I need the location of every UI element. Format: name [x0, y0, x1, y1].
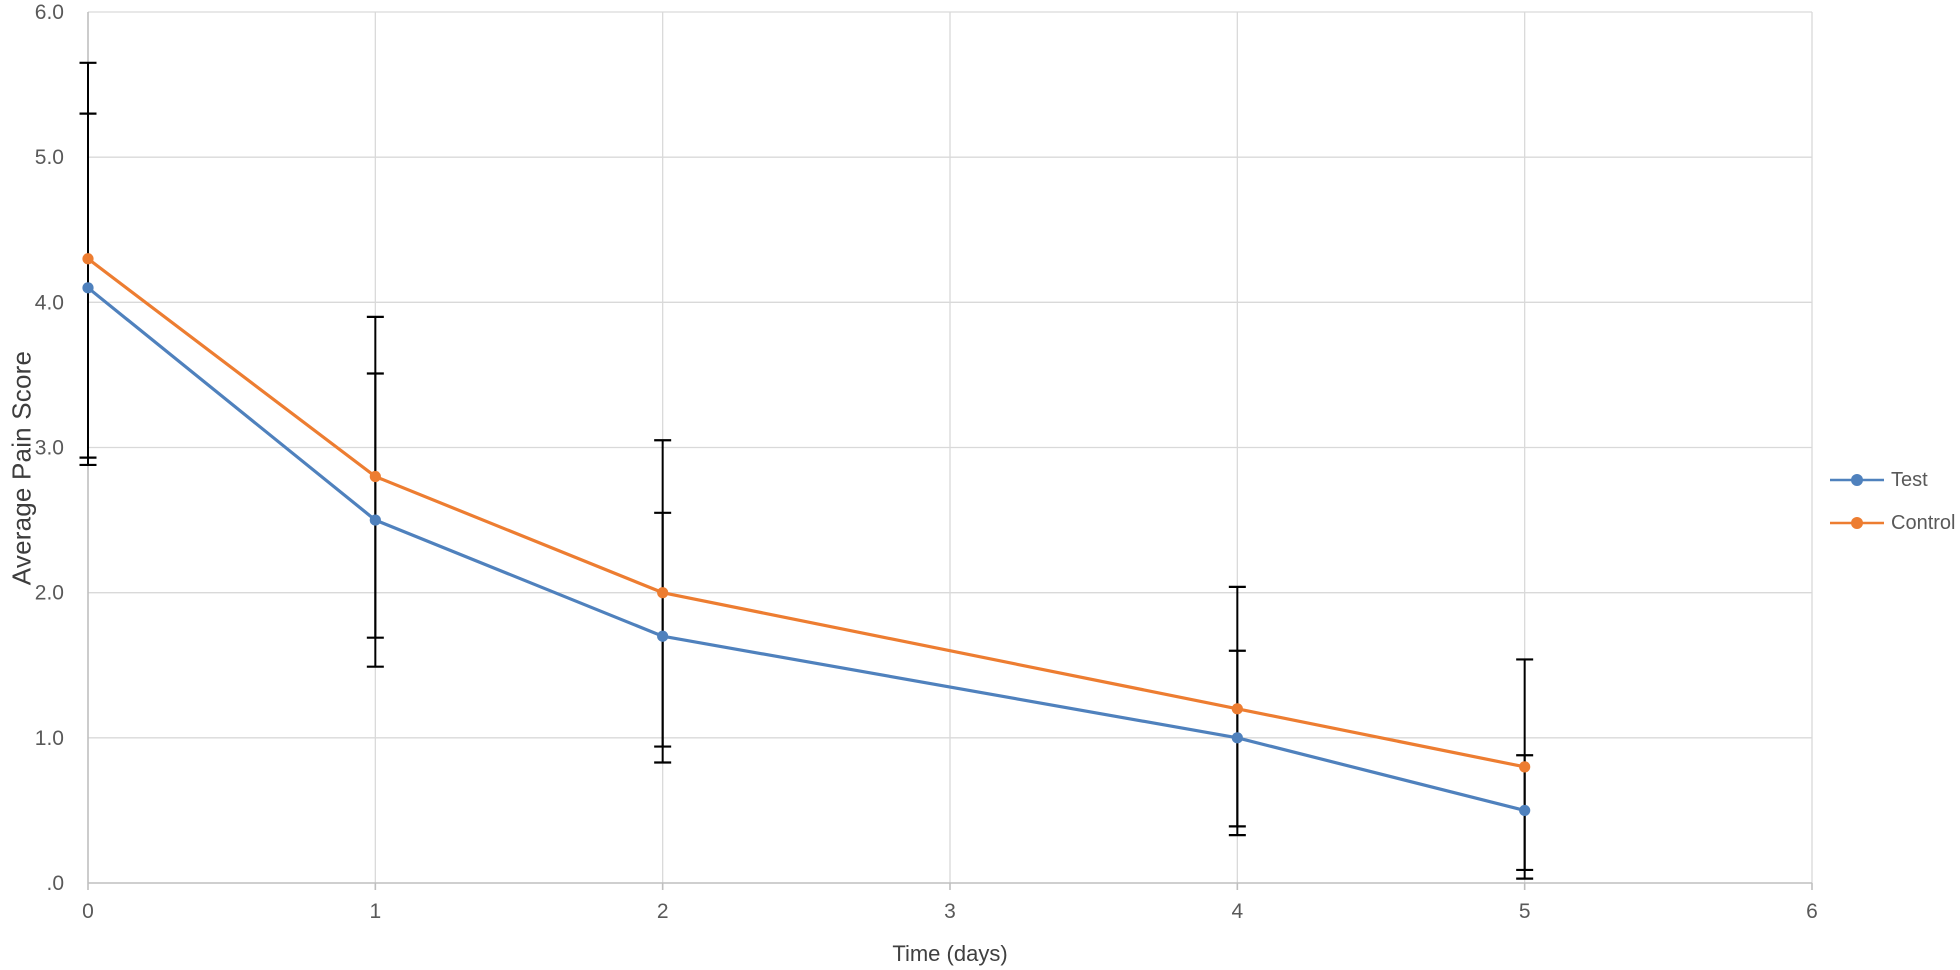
x-axis-title: Time (days): [892, 941, 1008, 966]
legend-marker-test-icon: [1830, 474, 1884, 486]
data-point-test-day1: [369, 514, 381, 526]
y-tick-label-5.0: 5.0: [35, 146, 64, 169]
y-tick-label-3.0: 3.0: [35, 437, 64, 460]
y-tick-label-1.0: 1.0: [35, 727, 64, 750]
x-tick-label-4: 4: [1231, 900, 1243, 923]
series-line-control: [86, 257, 1527, 769]
legend-marker-control-icon: [1830, 517, 1884, 529]
x-tick-label-6: 6: [1806, 900, 1818, 923]
data-point-control-day2: [657, 587, 669, 599]
legend-label-control: Control: [1891, 511, 1956, 534]
y-tick-label-.0: .0: [46, 872, 64, 895]
y-tick-label-2.0: 2.0: [35, 582, 64, 605]
data-point-control-day1: [369, 470, 381, 483]
x-tick-label-3: 3: [944, 900, 956, 923]
legend-item-control: Control: [1830, 512, 1955, 534]
y-tick-label-4.0: 4.0: [35, 291, 64, 314]
data-point-test-day0: [82, 282, 94, 294]
x-tick-label-2: 2: [657, 900, 669, 923]
data-point-test-day5: [1519, 804, 1531, 817]
legend-item-test: Test: [1830, 469, 1955, 491]
series-line-test: [86, 286, 1527, 813]
legend-label-test: Test: [1891, 468, 1928, 491]
x-tick-label-0: 0: [82, 900, 94, 923]
y-axis-title: Average Pain Score: [6, 350, 37, 586]
legend: Test Control: [1830, 469, 1955, 534]
data-point-control-day5: [1519, 761, 1531, 773]
x-tick-label-5: 5: [1519, 900, 1531, 923]
data-point-control-day4: [1231, 703, 1243, 715]
data-point-test-day4: [1231, 732, 1243, 744]
data-point-test-day2: [657, 630, 669, 642]
data-point-control-day0: [82, 253, 94, 265]
y-tick-label-6.0: 6.0: [35, 1, 64, 24]
x-tick-label-1: 1: [369, 900, 381, 923]
